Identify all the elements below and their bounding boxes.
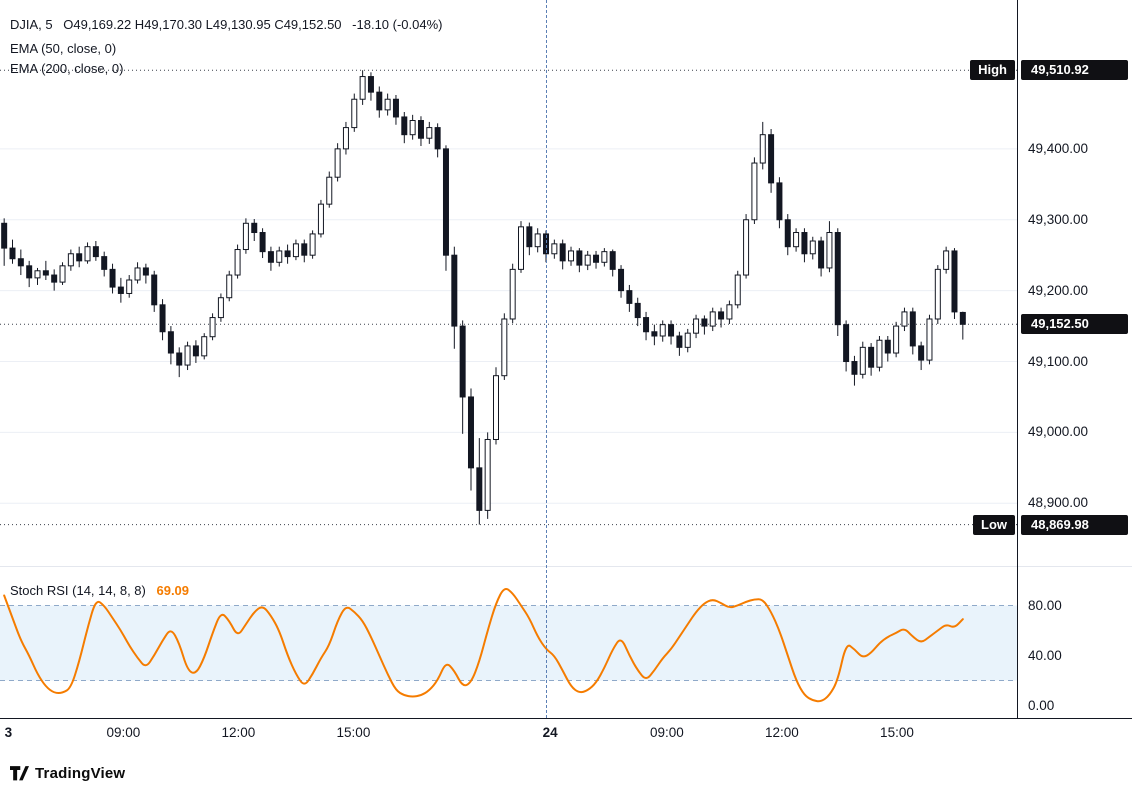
price-axis-border (1017, 0, 1018, 719)
pane-separator[interactable] (0, 566, 1132, 567)
stoch-tick-label: 0.00 (1028, 697, 1055, 713)
price-pane[interactable] (0, 0, 1017, 560)
price-tick-label: 48,900.00 (1028, 495, 1089, 511)
symbol-legend[interactable]: DJIA, 5 O49,169.22 H49,170.30 L49,130.95… (10, 16, 443, 33)
session-break-line (546, 0, 547, 718)
low-price-row: Low 48,869.98 (973, 514, 1128, 535)
tradingview-attribution[interactable]: TradingView (10, 765, 125, 782)
symbol-name: DJIA, 5 (10, 17, 53, 32)
ema50-legend[interactable]: EMA (50, close, 0) (10, 41, 117, 56)
ohlc-values: O49,169.22 H49,170.30 L49,130.95 C49,152… (63, 17, 342, 32)
last-price-badge: 49,152.50 (1021, 314, 1128, 335)
low-value-badge: 48,869.98 (1021, 514, 1128, 535)
stoch-tick-label: 40.00 (1028, 647, 1062, 663)
price-tick-label: 49,000.00 (1028, 424, 1089, 440)
time-axis-border (0, 718, 1132, 719)
time-axis[interactable]: 3 09:00 12:00 15:00 24 09:00 12:00 15:00 (0, 719, 1132, 751)
change-value: -18.10 (-0.04%) (352, 17, 443, 32)
ema200-legend[interactable]: EMA (200, close, 0) (10, 61, 124, 76)
tradingview-brand-text: TradingView (35, 765, 126, 782)
high-value-badge: 49,510.92 (1021, 60, 1128, 81)
time-tick-label: 12:00 (221, 725, 256, 740)
price-axis[interactable]: 49,400.00 49,300.00 49,200.00 49,100.00 49,0… (1018, 0, 1132, 718)
stoch-tick-label: 80.00 (1028, 597, 1062, 613)
time-tick-label: 3 (4, 725, 13, 740)
price-tick-label: 49,100.00 (1028, 353, 1089, 369)
price-tick-label: 49,400.00 (1028, 140, 1089, 156)
time-tick-label: 24 (542, 725, 558, 740)
time-tick-label: 09:00 (649, 725, 684, 740)
time-tick-label: 12:00 (765, 725, 799, 740)
time-tick-label: 15:00 (880, 725, 914, 740)
stoch-value: 69.09 (156, 583, 190, 598)
high-price-row: High 49,510.92 (970, 60, 1128, 81)
last-price-row: 49,152.50 (1021, 314, 1128, 335)
tradingview-logo-icon (10, 765, 29, 780)
stoch-rsi-pane[interactable] (0, 568, 1017, 718)
stoch-legend[interactable]: Stoch RSI (14, 14, 8, 8) 69.09 (10, 582, 189, 599)
time-tick-label: 15:00 (336, 725, 371, 740)
time-tick-label: 09:00 (106, 725, 141, 740)
price-tick-label: 49,300.00 (1028, 211, 1089, 227)
low-label-badge: Low (973, 514, 1015, 535)
stoch-title: Stoch RSI (14, 14, 8, 8) (10, 583, 146, 598)
high-label-badge: High (970, 60, 1015, 81)
price-tick-label: 49,200.00 (1028, 282, 1089, 298)
